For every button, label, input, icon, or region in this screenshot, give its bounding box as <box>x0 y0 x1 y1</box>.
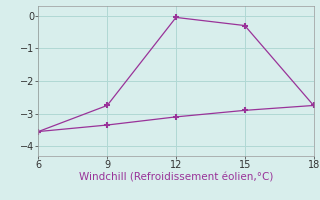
X-axis label: Windchill (Refroidissement éolien,°C): Windchill (Refroidissement éolien,°C) <box>79 173 273 183</box>
